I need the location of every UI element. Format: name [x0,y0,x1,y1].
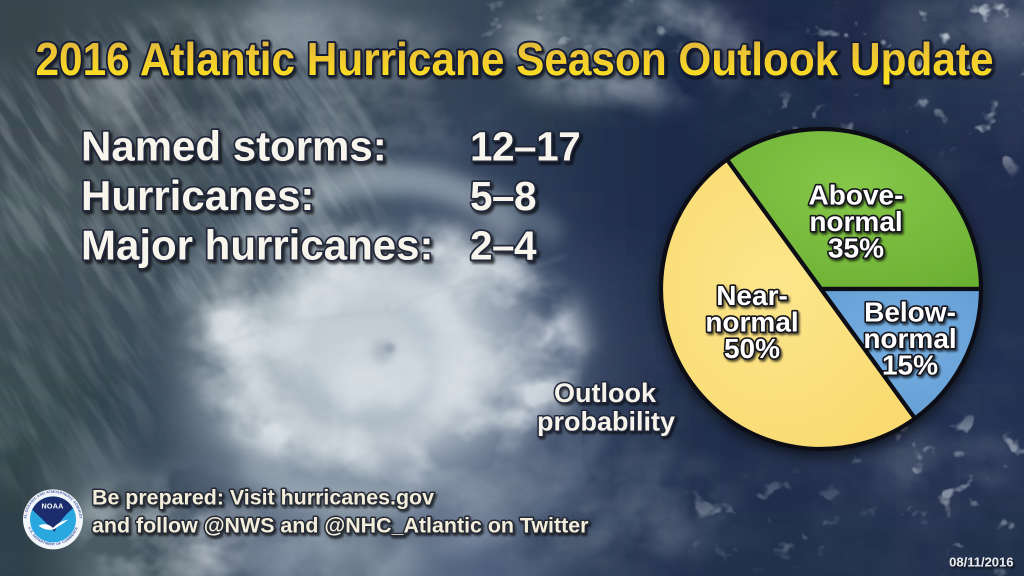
svg-text:and follow @NWS and @NHC_Atlan: and follow @NWS and @NHC_Atlantic on Twi… [92,514,588,538]
svg-text:normal: normal [705,307,798,338]
svg-text:12–17: 12–17 [470,124,580,170]
svg-text:35%: 35% [828,233,884,264]
svg-text:Outlook: Outlook [554,378,657,408]
svg-text:5–8: 5–8 [470,173,536,219]
svg-text:15%: 15% [882,350,938,381]
svg-text:Major hurricanes:: Major hurricanes: [81,222,433,269]
svg-text:08/11/2016: 08/11/2016 [949,555,1013,570]
svg-text:2016 Atlantic Hurricane Season: 2016 Atlantic Hurricane Season Outlook U… [36,33,994,85]
svg-text:Above-: Above- [809,180,904,211]
svg-text:Be prepared: Visit hurricanes.: Be prepared: Visit hurricanes.gov [92,486,434,510]
svg-text:Near-: Near- [716,280,788,311]
svg-text:probability: probability [537,407,675,437]
svg-text:50%: 50% [724,333,780,364]
svg-text:Hurricanes:: Hurricanes: [81,172,314,219]
svg-text:normal: normal [809,206,902,237]
svg-text:Below-: Below- [864,297,956,328]
svg-text:normal: normal [863,323,956,354]
svg-text:Named storms:: Named storms: [81,123,387,170]
svg-text:2–4: 2–4 [470,223,537,269]
svg-text:NOAA: NOAA [42,502,64,511]
